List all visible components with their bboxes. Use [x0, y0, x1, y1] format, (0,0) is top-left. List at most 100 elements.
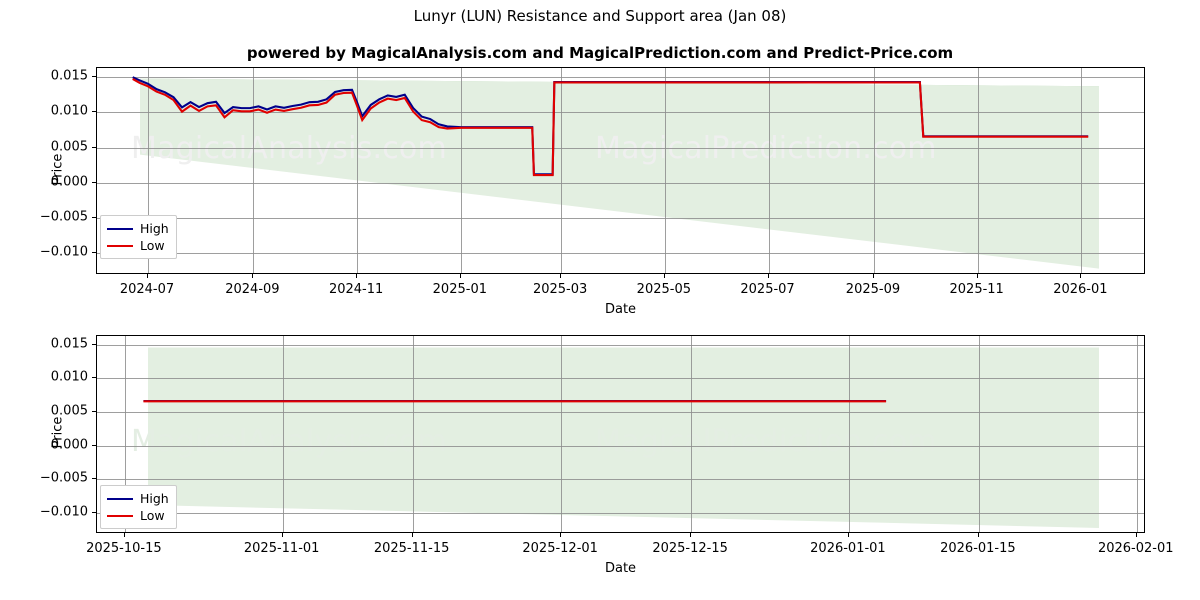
y-tick-label: 0.010 — [50, 103, 88, 119]
x-gridline — [412, 336, 414, 532]
series-line-high — [132, 76, 1089, 176]
x-tick-mark — [767, 274, 769, 278]
y-gridline — [97, 445, 1144, 447]
x-tick-mark — [560, 533, 562, 537]
x-tick-mark — [281, 533, 283, 537]
legend-item-low[interactable]: Low — [107, 237, 169, 254]
y-tick-mark — [92, 411, 96, 413]
x-tick-label: 2025-11 — [949, 282, 1004, 297]
y-tick-label: −0.010 — [39, 504, 88, 520]
y-tick-label: 0.000 — [50, 437, 88, 453]
y-tick-mark — [92, 478, 96, 480]
y-tick-mark — [92, 216, 96, 218]
x-tick-label: 2026-01-15 — [940, 541, 1016, 556]
forecast-chart-panel: MagicalAnalysis.com MagicalPrediction.com — [96, 335, 1145, 533]
y-gridline — [97, 253, 1144, 255]
x-gridline — [664, 68, 666, 273]
y-tick-label: 0.015 — [50, 336, 88, 352]
y-tick-label: 0.010 — [50, 369, 88, 385]
x-tick-label: 2025-03 — [532, 282, 588, 297]
y-axis-label: Price — [50, 153, 66, 185]
x-tick-label: 2024-07 — [119, 282, 175, 297]
legend-item-low[interactable]: Low — [107, 507, 169, 524]
x-gridline — [768, 68, 770, 273]
x-tick-mark — [663, 274, 665, 278]
x-gridline — [848, 336, 850, 532]
x-gridline — [978, 336, 980, 532]
x-axis-label: Date — [604, 302, 637, 317]
y-tick-label: −0.010 — [39, 244, 88, 260]
x-gridline — [691, 336, 693, 532]
y-gridline — [97, 217, 1144, 219]
y-gridline — [97, 112, 1144, 114]
x-tick-mark — [847, 533, 849, 537]
forecast-plot-area: MagicalAnalysis.com MagicalPrediction.com — [96, 335, 1145, 533]
legend-swatch-low-icon — [107, 514, 133, 517]
y-tick-mark — [92, 343, 96, 345]
chart-legend[interactable]: High Low — [100, 485, 177, 529]
x-tick-mark — [411, 533, 413, 537]
x-gridline — [253, 68, 255, 273]
x-tick-label: 2024-11 — [328, 282, 384, 297]
x-tick-label: 2025-10-15 — [86, 541, 162, 556]
x-tick-mark — [976, 274, 978, 278]
x-tick-mark — [1135, 533, 1137, 537]
y-gridline — [97, 378, 1144, 380]
y-tick-label: 0.005 — [50, 139, 88, 155]
y-tick-mark — [92, 377, 96, 379]
x-gridline — [357, 68, 359, 273]
x-tick-mark — [252, 274, 254, 278]
x-tick-mark — [977, 533, 979, 537]
y-gridline — [97, 182, 1144, 184]
x-tick-mark — [459, 274, 461, 278]
x-gridline — [977, 68, 979, 273]
y-tick-label: 0.000 — [50, 174, 88, 190]
x-tick-label: 2025-09 — [845, 282, 901, 297]
y-gridline — [97, 344, 1144, 346]
overview-chart-panel: MagicalAnalysis.com MagicalPrediction.com… — [96, 67, 1145, 274]
x-tick-mark — [123, 533, 125, 537]
y-axis-label: Price — [50, 416, 66, 449]
y-gridline — [97, 147, 1144, 149]
series-line-low — [132, 77, 1089, 177]
band-resistance-support-weak — [148, 347, 1099, 528]
x-gridline — [460, 68, 462, 273]
x-tick-mark — [147, 274, 148, 278]
y-gridline — [97, 77, 1144, 79]
legend-swatch-high-icon — [107, 497, 133, 500]
legend-item-high[interactable]: High — [107, 220, 169, 237]
band-resistance-support-weak — [140, 78, 1099, 269]
y-gridline — [97, 412, 1144, 414]
y-tick-label: −0.005 — [39, 470, 88, 486]
x-tick-mark — [872, 274, 874, 278]
series-layer — [143, 399, 887, 403]
series-layer — [132, 76, 1089, 177]
overview-plot-area: MagicalAnalysis.com MagicalPrediction.com… — [96, 67, 1145, 274]
x-tick-label: 2026-01 — [1053, 282, 1108, 297]
x-gridline — [1081, 68, 1083, 273]
x-gridline — [124, 336, 126, 532]
y-gridline — [97, 479, 1144, 481]
chart-legend[interactable]: High Low — [100, 215, 177, 259]
x-tick-mark — [1080, 274, 1082, 278]
x-tick-label: 2025-11-15 — [373, 541, 450, 556]
x-gridline — [148, 68, 149, 273]
x-axis-label: Date — [604, 561, 637, 576]
legend-swatch-high-icon — [107, 227, 133, 230]
page-subtitle: powered by MagicalAnalysis.com and Magic… — [246, 44, 954, 62]
y-tick-mark — [92, 252, 96, 254]
x-gridline — [561, 68, 563, 273]
x-tick-label: 2026-01-01 — [810, 541, 886, 556]
y-tick-mark — [92, 146, 96, 148]
x-tick-mark — [690, 533, 692, 537]
x-tick-label: 2025-11-01 — [243, 541, 320, 556]
x-tick-label: 2025-12-01 — [522, 541, 598, 556]
legend-label: High — [140, 491, 169, 506]
y-tick-mark — [92, 111, 96, 113]
legend-swatch-low-icon — [107, 244, 133, 247]
legend-item-high[interactable]: High — [107, 490, 169, 507]
x-tick-label: 2025-07 — [740, 282, 795, 297]
y-tick-mark — [92, 76, 96, 78]
x-tick-mark — [356, 274, 358, 278]
